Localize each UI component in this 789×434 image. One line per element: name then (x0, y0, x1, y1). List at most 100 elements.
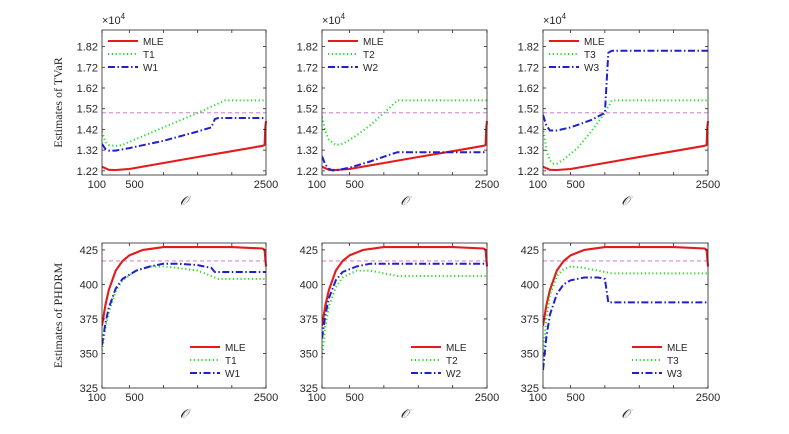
y-tick-label: 425 (521, 245, 539, 257)
legend-label-mle: MLE (363, 37, 384, 48)
y-tick-label: 1.62 (77, 83, 98, 95)
y-axis-label: Estimates of TVaR (51, 57, 65, 147)
x-tick-label: 2500 (696, 392, 720, 404)
y-tick-label: 1.22 (297, 166, 318, 178)
panel-bottom-middle: 100 500 2500 325 350 375 400 425 𝒪 MLE T2 W2 (300, 242, 499, 421)
y-tick-label: 1.42 (297, 124, 318, 136)
x-tick-label: 500 (125, 392, 143, 404)
y-tick-label: 1.42 (77, 124, 98, 136)
x-tick-label: 2500 (475, 179, 499, 191)
y-tick-label: 325 (300, 383, 318, 395)
legend-label-t2: T2 (363, 50, 375, 61)
y-tick-label: 1.82 (518, 42, 539, 54)
x-tick-label: 100 (308, 179, 326, 191)
series-line-t3 (543, 265, 708, 354)
y-tick-label: 400 (300, 279, 318, 291)
y-tick-label: 375 (300, 314, 318, 326)
x-axis-label: 𝒪 (180, 193, 192, 208)
y-tick-label: 1.32 (518, 145, 539, 157)
legend-label-w3: W3 (667, 369, 682, 380)
legend-label-mle: MLE (446, 343, 467, 354)
y-tick-label: 400 (521, 279, 539, 291)
series-line-w2 (322, 262, 487, 339)
plot-area (543, 243, 708, 388)
y-tick-label: 1.72 (518, 62, 539, 74)
y-tick-label: 1.32 (77, 145, 98, 157)
y-tick-label: 350 (521, 348, 539, 360)
y-exponent-label: ×104 (322, 12, 346, 27)
y-tick-label: 375 (521, 314, 539, 326)
y-tick-label: 1.22 (77, 166, 98, 178)
plot-area (102, 243, 266, 388)
y-tick-label: 1.72 (77, 62, 98, 74)
y-tick-label: 1.62 (297, 83, 318, 95)
plot-area (102, 30, 266, 175)
series-line-mle (543, 120, 709, 172)
y-tick-label: 325 (80, 383, 98, 395)
series-line-w1 (102, 262, 266, 346)
legend-label-t2: T2 (446, 356, 458, 367)
plot-area (543, 30, 708, 175)
x-tick-label: 2500 (696, 179, 720, 191)
series-line-t1 (102, 265, 266, 351)
legend-label-mle: MLE (143, 37, 164, 48)
y-tick-label: 1.62 (518, 83, 539, 95)
axes-box (101, 242, 267, 389)
legend-label-mle: MLE (584, 37, 605, 48)
series-line-mle (543, 246, 709, 327)
x-tick-label: 2500 (475, 392, 499, 404)
y-tick-label: 1.32 (297, 145, 318, 157)
x-tick-label: 100 (529, 179, 547, 191)
x-axis-label: 𝒪 (621, 406, 633, 421)
x-axis-label: 𝒪 (180, 406, 192, 421)
legend-label-t3: T3 (584, 50, 596, 61)
panel-top-left: 100 500 2500 1.22 1.32 1.42 1.52 1.62 1.72 1.82 ×1… (51, 12, 278, 208)
y-tick-label: 375 (80, 314, 98, 326)
axes-box (321, 242, 488, 389)
y-axis-label: Estimates of PHDRM (51, 263, 65, 369)
series-line-mle (322, 246, 488, 327)
y-tick-label: 1.82 (297, 42, 318, 54)
legend-label-w2: W2 (446, 369, 461, 380)
x-tick-label: 100 (529, 392, 547, 404)
series-line-w3 (543, 276, 708, 371)
y-tick-label: 1.52 (297, 104, 318, 116)
legend-label-t1: T1 (143, 50, 155, 61)
axes-box (542, 242, 709, 389)
panel-bottom-right: 100 500 2500 325 350 375 400 425 𝒪 MLE T3 W3 (521, 242, 720, 421)
y-tick-label: 425 (300, 245, 318, 257)
y-tick-label: 400 (80, 279, 98, 291)
legend-label-mle: MLE (667, 343, 688, 354)
x-tick-label: 500 (346, 179, 364, 191)
x-tick-label: 100 (88, 179, 106, 191)
x-tick-label: 500 (125, 179, 143, 191)
y-exponent-label: ×104 (543, 12, 567, 27)
axes-box (101, 29, 267, 176)
y-tick-label: 425 (80, 245, 98, 257)
y-tick-label: 325 (521, 383, 539, 395)
series-line-w3 (543, 49, 708, 132)
panel-top-middle: 100 500 2500 1.22 1.32 1.42 1.52 1.62 1.72 1.82 ×1… (297, 12, 500, 208)
y-tick-label: 1.52 (77, 104, 98, 116)
legend-label-w3: W3 (584, 63, 599, 74)
legend-label-t1: T1 (225, 356, 237, 367)
series-line-w1 (102, 117, 266, 152)
x-tick-label: 500 (567, 179, 585, 191)
series-line-t3 (543, 99, 708, 165)
axes-box (542, 29, 709, 176)
series-line-mle (102, 246, 267, 327)
panel-bottom-left: 100 500 2500 325 350 375 400 425 𝒪 Estimates of P… (51, 242, 278, 421)
x-axis-label: 𝒪 (400, 406, 412, 421)
x-tick-label: 100 (308, 392, 326, 404)
legend-label-mle: MLE (225, 343, 246, 354)
x-tick-label: 500 (567, 392, 585, 404)
plot-area (322, 243, 487, 388)
legend-label-w2: W2 (363, 63, 378, 74)
axes-box (321, 29, 488, 176)
y-tick-label: 1.42 (518, 124, 539, 136)
legend-label-w1: W1 (143, 63, 158, 74)
y-tick-label: 1.82 (77, 42, 98, 54)
panel-top-right: 100 500 2500 1.22 1.32 1.42 1.52 1.62 1.72 1.82 ×1… (518, 12, 721, 208)
y-exponent-label: ×104 (102, 12, 126, 27)
